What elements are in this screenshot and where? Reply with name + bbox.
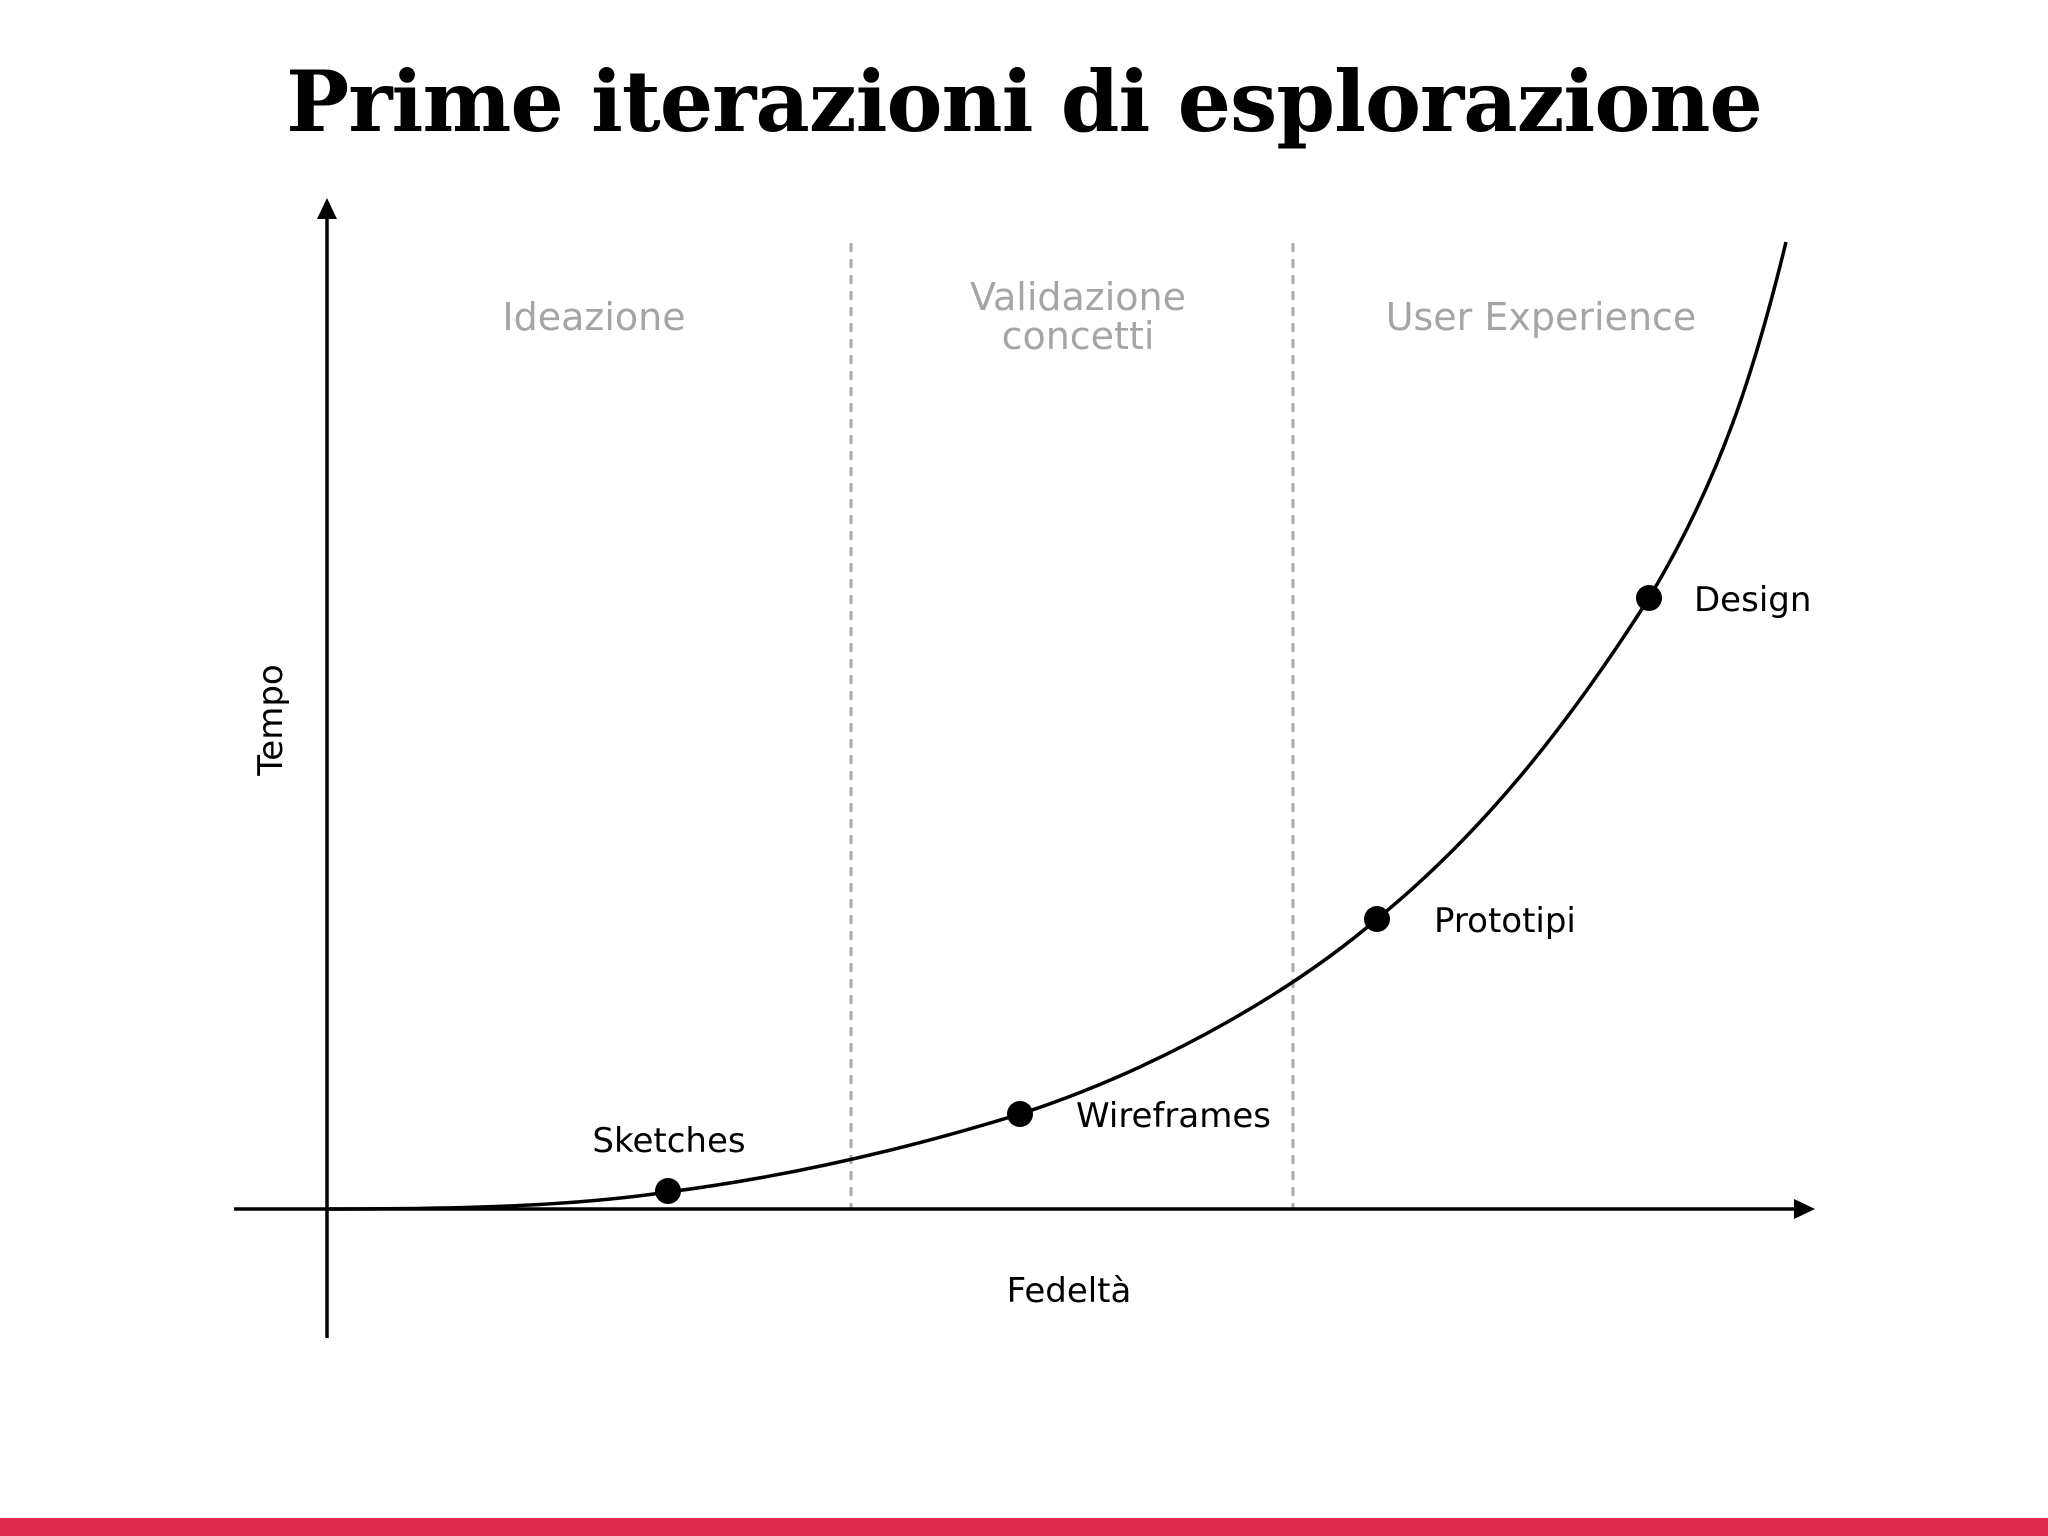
point-label-design: Design — [1694, 580, 1811, 620]
point-prototipi — [1364, 906, 1390, 932]
phase-label-validazione: Validazione — [970, 275, 1186, 319]
phase-label-user-experience: User Experience — [1386, 295, 1697, 339]
phase-label-concetti: concetti — [1002, 314, 1155, 358]
point-sketches — [655, 1178, 681, 1204]
y-axis-arrowhead-icon — [317, 198, 337, 219]
y-axis-label: Tempo — [251, 664, 291, 776]
point-wireframes — [1007, 1101, 1033, 1127]
point-label-prototipi: Prototipi — [1434, 901, 1576, 941]
growth-curve — [326, 241, 1788, 1211]
point-label-sketches: Sketches — [592, 1121, 745, 1161]
x-axis-arrowhead-icon — [1794, 1199, 1815, 1219]
phase-label-ideazione: Ideazione — [502, 295, 685, 339]
slide-title: Prime iterazioni di esplorazione — [286, 52, 1763, 151]
x-axis-label: Fedeltà — [1007, 1271, 1132, 1311]
point-label-wireframes: Wireframes — [1076, 1096, 1271, 1136]
footer-accent-bar — [0, 1518, 2048, 1536]
point-design — [1636, 585, 1662, 611]
